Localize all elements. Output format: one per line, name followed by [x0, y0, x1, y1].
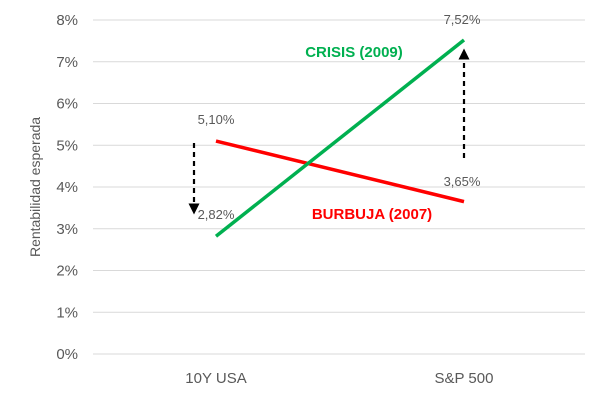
y-tick-label: 4%: [56, 179, 78, 196]
y-tick-label: 0%: [56, 346, 78, 363]
series-labels: BURBUJA (2007) CRISIS (2009): [305, 44, 432, 223]
y-axis-ticks: 0% 1% 2% 3% 4% 5% 6% 7% 8%: [56, 12, 78, 363]
data-label: 3,65%: [444, 174, 481, 189]
series-line: [215, 139, 465, 204]
x-tick-label: 10Y USA: [185, 370, 246, 387]
y-tick-label: 7%: [56, 54, 78, 71]
y-tick-label: 6%: [56, 96, 78, 113]
y-tick-label: 8%: [56, 12, 78, 29]
y-tick-label: 1%: [56, 304, 78, 321]
annotation-arrows: [188, 48, 470, 215]
series-label: BURBUJA (2007): [312, 206, 432, 223]
data-label: 5,10%: [198, 112, 235, 127]
x-axis-ticks: 10Y USA S&P 500: [185, 370, 493, 387]
y-tick-label: 3%: [56, 221, 78, 238]
y-tick-label: 2%: [56, 263, 78, 280]
x-tick-label: S&P 500: [435, 370, 494, 387]
series-lines: [214, 38, 466, 238]
y-tick-label: 5%: [56, 137, 78, 154]
y-axis-label: Rentabilidad esperada: [27, 117, 43, 257]
series-label: CRISIS (2009): [305, 44, 403, 61]
data-label: 2,82%: [198, 207, 235, 222]
data-label: 7,52%: [444, 12, 481, 27]
gridlines: [93, 19, 585, 355]
series-line: [214, 38, 466, 238]
data-labels: 5,10% 3,65% 2,82% 7,52%: [198, 12, 481, 222]
